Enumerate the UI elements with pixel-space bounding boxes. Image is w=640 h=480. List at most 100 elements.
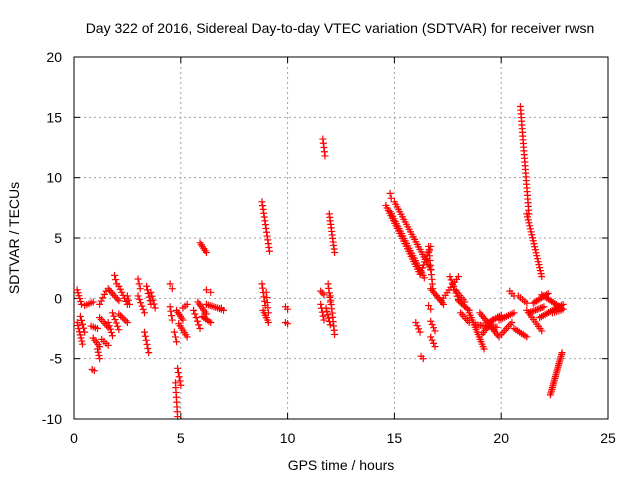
data-point xyxy=(387,194,395,202)
data-point xyxy=(416,270,424,278)
data-point xyxy=(427,333,435,341)
data-point xyxy=(320,291,328,299)
data-point xyxy=(141,332,149,340)
data-point xyxy=(123,292,131,300)
data-point xyxy=(526,222,534,230)
data-point xyxy=(527,308,535,316)
data-point xyxy=(431,343,439,351)
data-point xyxy=(205,317,213,325)
data-point xyxy=(534,258,542,266)
data-point xyxy=(79,320,87,328)
data-point xyxy=(190,306,198,314)
data-point xyxy=(147,288,155,296)
data-point xyxy=(202,286,210,294)
data-point xyxy=(109,290,117,298)
data-point xyxy=(528,307,536,315)
data-point xyxy=(526,225,534,233)
data-point xyxy=(151,304,159,312)
data-point xyxy=(386,189,394,197)
data-point xyxy=(120,315,128,323)
y-axis-title: SDTVAR / TECUs xyxy=(6,182,22,294)
data-point xyxy=(77,334,85,342)
data-point xyxy=(527,228,535,236)
data-point xyxy=(420,274,428,282)
grid xyxy=(74,57,608,419)
data-point xyxy=(108,309,116,317)
data-point xyxy=(558,349,566,357)
data-point xyxy=(107,328,115,336)
data-point xyxy=(110,292,118,300)
data-point xyxy=(331,248,339,256)
data-point xyxy=(284,320,292,328)
data-point xyxy=(168,316,176,324)
data-point xyxy=(149,296,157,304)
data-point xyxy=(325,314,333,322)
data-point xyxy=(508,318,516,326)
data-point xyxy=(207,288,215,296)
data-point xyxy=(540,303,548,311)
data-point xyxy=(431,327,439,335)
data-point xyxy=(115,297,123,305)
data-point xyxy=(532,249,540,257)
data-point xyxy=(537,304,545,312)
data-point xyxy=(557,306,565,314)
data-point xyxy=(523,299,531,307)
data-point xyxy=(430,324,438,332)
data-point xyxy=(530,307,538,315)
y-tick-label: 5 xyxy=(54,230,62,246)
x-tick-label: 10 xyxy=(280,430,296,446)
data-point xyxy=(140,328,148,336)
data-point xyxy=(529,234,537,242)
data-point xyxy=(100,290,108,298)
data-point xyxy=(115,310,123,318)
x-tick-label: 25 xyxy=(600,430,616,446)
data-point xyxy=(416,328,424,336)
data-point xyxy=(139,305,147,313)
data-point xyxy=(89,298,97,306)
data-point xyxy=(193,317,201,325)
x-tick-label: 20 xyxy=(493,430,509,446)
data-point xyxy=(427,305,435,313)
data-point xyxy=(95,351,103,359)
data-point xyxy=(535,305,543,313)
data-point xyxy=(167,307,175,315)
data-point xyxy=(534,255,542,263)
data-point xyxy=(454,273,462,281)
data-points xyxy=(73,102,567,421)
data-point xyxy=(81,328,89,336)
data-point xyxy=(321,152,329,160)
data-point xyxy=(427,317,435,325)
axis-ticks: 0 5 10 15 20 25 -10 -5 0 5 10 15 20 xyxy=(42,49,616,446)
data-point xyxy=(115,282,123,290)
data-point xyxy=(538,273,546,281)
data-point xyxy=(110,312,118,320)
data-point xyxy=(428,320,436,328)
data-point xyxy=(106,325,114,333)
data-point xyxy=(447,276,455,284)
data-point xyxy=(425,302,433,310)
data-point xyxy=(428,336,436,344)
data-point xyxy=(148,292,156,300)
data-point xyxy=(170,328,178,336)
data-point xyxy=(77,316,85,324)
data-point xyxy=(97,297,105,305)
data-point xyxy=(461,298,469,306)
y-tick-label: 10 xyxy=(46,170,62,186)
data-point xyxy=(264,318,272,326)
data-point xyxy=(118,313,126,321)
data-point xyxy=(510,309,518,317)
data-point xyxy=(168,312,176,320)
data-point xyxy=(420,261,428,269)
data-point xyxy=(440,300,448,308)
data-point xyxy=(524,213,532,221)
data-point xyxy=(118,288,126,296)
y-tick-label: 0 xyxy=(54,290,62,306)
data-point xyxy=(105,322,113,330)
data-point xyxy=(532,306,540,314)
data-point xyxy=(525,309,533,317)
data-point xyxy=(112,276,120,284)
chart-title: Day 322 of 2016, Sidereal Day-to-day VTE… xyxy=(86,20,595,36)
data-point xyxy=(96,300,104,308)
data-point xyxy=(96,355,104,363)
data-point xyxy=(412,318,420,326)
